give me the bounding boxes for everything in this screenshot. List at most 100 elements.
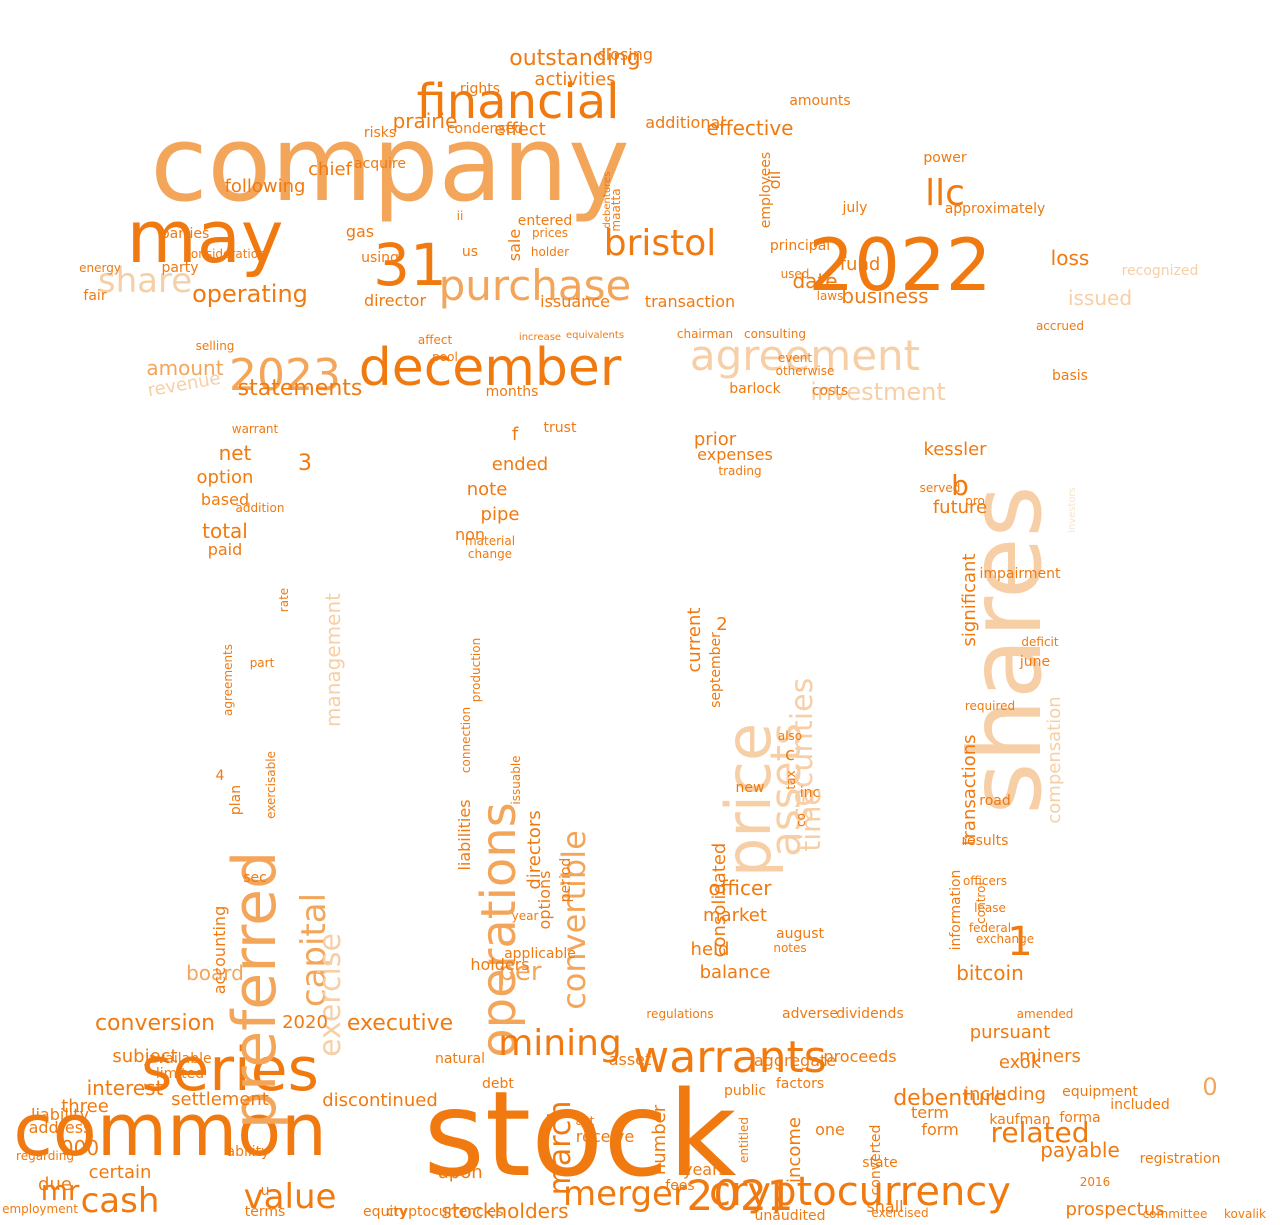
word-0: 0 [1202, 1073, 1217, 1101]
word-related: related [990, 1116, 1089, 1149]
word-note: note [467, 479, 508, 500]
word-pursuant: pursuant [970, 1022, 1051, 1043]
word-u: u [261, 1183, 270, 1199]
word-consolidated: consolidated [709, 843, 730, 958]
word-consideration: consideration [184, 247, 265, 261]
word-barlock: barlock [729, 381, 781, 397]
word-stockholders: stockholders [441, 1199, 568, 1223]
word-mining: mining [498, 1023, 622, 1064]
word-31: 31 [373, 231, 447, 299]
word-issued: issued [1068, 286, 1132, 310]
word-road: road [979, 793, 1010, 809]
word-affect: affect [418, 333, 453, 347]
word-agreements: agreements [221, 644, 235, 716]
word-investment: investment [810, 378, 946, 406]
word-trading: trading [718, 464, 761, 478]
word-march: march [543, 1101, 578, 1196]
word-unaudited: unaudited [755, 1208, 826, 1224]
word-ended: ended [492, 454, 548, 475]
word-equity: equity [363, 1204, 407, 1220]
word-using: using [361, 250, 399, 266]
word-state: state [862, 1155, 897, 1171]
word-adverse: adverse [782, 1006, 838, 1022]
word-dividends: dividends [836, 1006, 904, 1022]
word-regulations: regulations [646, 1007, 713, 1021]
word-following: following [225, 176, 306, 197]
word-f: f [512, 424, 519, 445]
word-settlement: settlement [171, 1089, 269, 1110]
word-statements: statements [238, 376, 363, 401]
word-factors: factors [776, 1076, 824, 1092]
word-committee: committee [1143, 1207, 1208, 1221]
word-amended: amended [1017, 1007, 1074, 1021]
word-interest: interest [87, 1076, 164, 1100]
word-due: due [38, 1174, 72, 1195]
word-power: power [923, 150, 967, 166]
word-basis: basis [1052, 368, 1088, 384]
word-share: share [98, 261, 192, 301]
word-consulting: consulting [744, 327, 806, 341]
word-addition: addition [236, 501, 285, 515]
word-cryptocurrencies: cryptocurrencies [386, 1204, 503, 1220]
word-cash: cash [81, 1181, 160, 1221]
word-kessler: kessler [923, 439, 987, 460]
word-debt: debt [482, 1076, 514, 1092]
word-holders: holders [470, 955, 529, 974]
word-convertible: convertible [555, 830, 593, 1010]
word-change: change [468, 547, 512, 561]
word-regarding: regarding [16, 1149, 74, 1163]
word-2: 2 [716, 614, 727, 635]
word-period: period [558, 858, 574, 903]
word-included: included [1110, 1097, 1170, 1113]
word-lease: lease [974, 901, 1006, 915]
word-including: including [964, 1084, 1046, 1105]
word-applicable: applicable [504, 946, 576, 962]
word-series: series [141, 1035, 319, 1105]
word-price: price [712, 723, 785, 877]
word-effect: effect [494, 119, 546, 140]
word-additional: additional [645, 113, 724, 132]
word-sec: sec [243, 870, 267, 886]
word-effective: effective [707, 116, 794, 140]
word-3: 3 [298, 451, 312, 476]
word-warrants: warrants [633, 1032, 826, 1083]
word-asset: asset [609, 1050, 652, 1069]
word-natural: natural [435, 1051, 485, 1067]
word-balance: balance [700, 962, 771, 983]
word-pool: pool [432, 350, 458, 364]
word-issuable: issuable [509, 755, 523, 804]
word-outstanding: outstanding [509, 46, 641, 71]
word-ability: ability [227, 1144, 270, 1160]
word-payable: payable [1040, 1138, 1120, 1162]
word-exchange: exchange [976, 932, 1034, 946]
word-bitcoin: bitcoin [956, 961, 1024, 985]
word-term: term [911, 1103, 949, 1122]
word-approximately: approximately [945, 201, 1046, 217]
word-fees: fees [665, 1178, 694, 1194]
word-risks: risks [364, 125, 396, 141]
word-party: party [162, 260, 199, 276]
word-capital: capital [294, 893, 334, 1007]
word-certain: certain [89, 1162, 152, 1183]
word-june: june [1019, 654, 1050, 670]
word-address: address [29, 1118, 92, 1137]
word-business: business [841, 284, 928, 308]
word-information: information [948, 870, 964, 951]
word-production: production [469, 638, 483, 702]
word-year: year [512, 909, 539, 923]
word-time: time [794, 788, 827, 851]
word-recognized: recognized [1122, 263, 1199, 279]
word-4: 4 [216, 768, 225, 784]
word-laws: laws [817, 289, 844, 303]
word-pro: pro [965, 494, 985, 508]
word-c: c [785, 744, 795, 765]
word-exercisable: exercisable [264, 751, 278, 819]
word-paid: paid [208, 540, 243, 559]
word-closing: closing [597, 45, 653, 64]
word-issuance: issuance [540, 292, 610, 311]
word-number: number [649, 1104, 670, 1175]
word-preferred: preferred [220, 851, 290, 1129]
word-director: director [364, 291, 427, 310]
word-may: may [127, 195, 284, 279]
word-form: form [921, 1120, 958, 1139]
